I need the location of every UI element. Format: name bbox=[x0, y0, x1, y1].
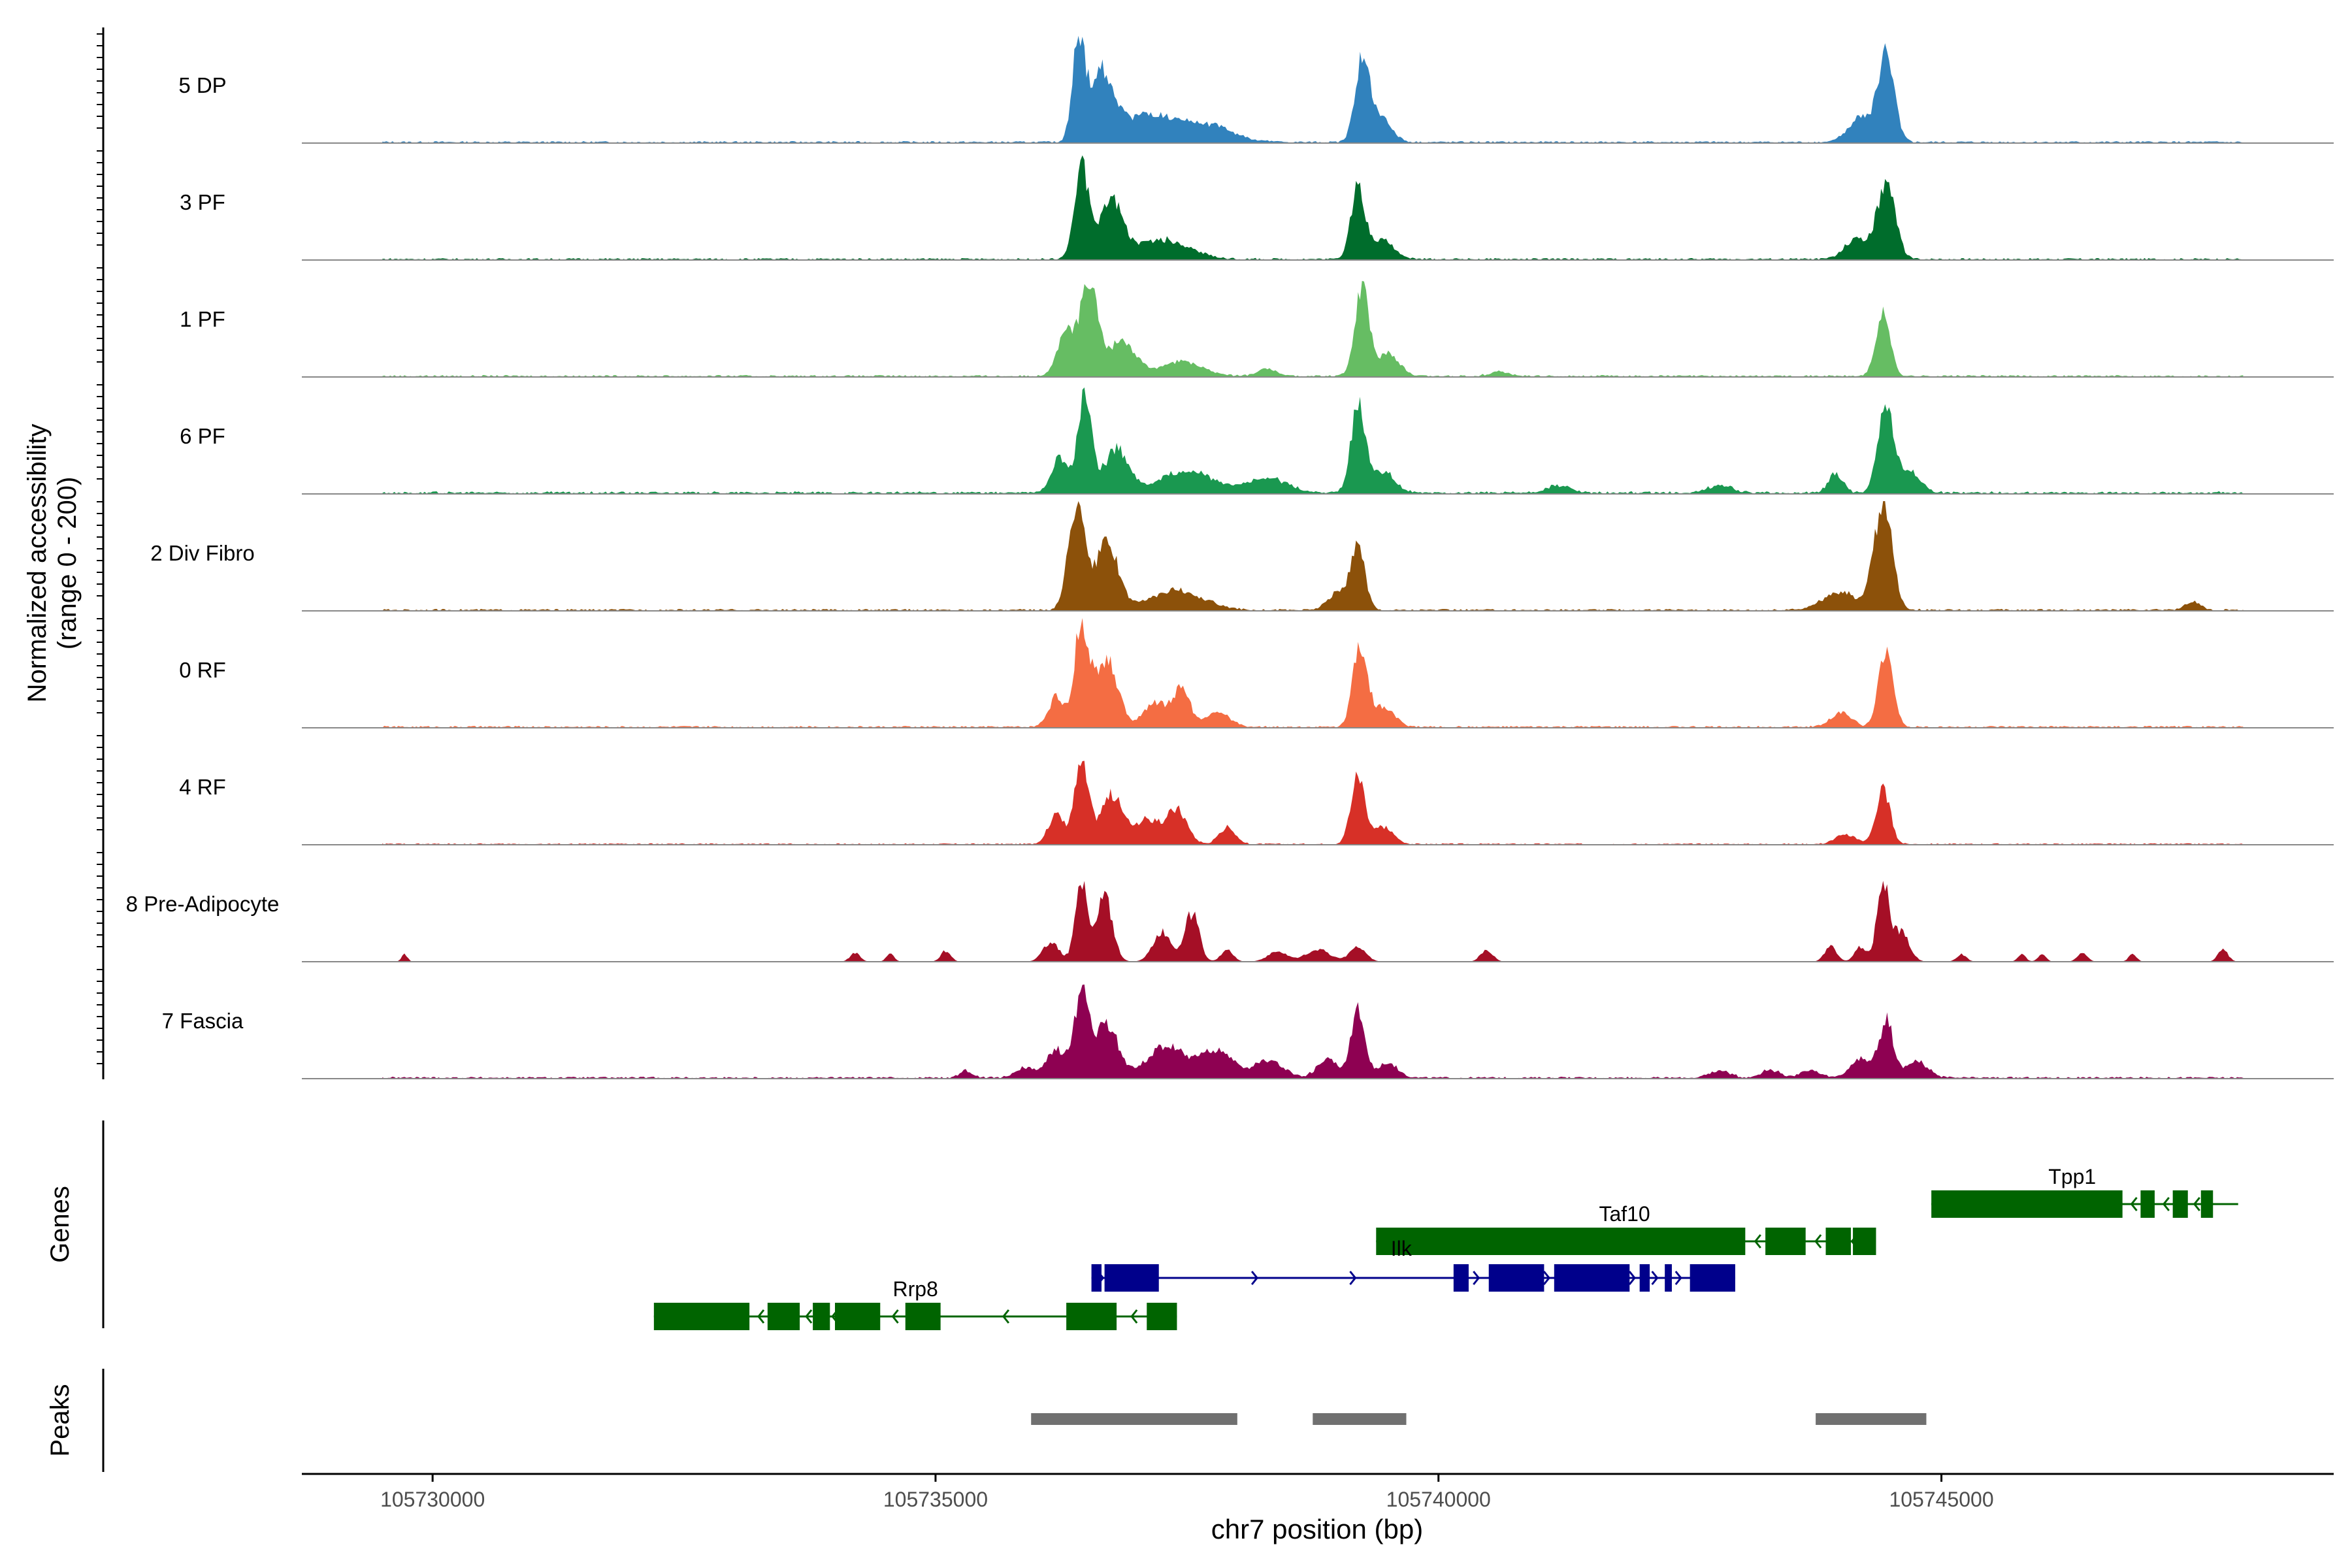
track-label: 8 Pre-Adipocyte bbox=[126, 892, 280, 916]
strand-arrow bbox=[1628, 1271, 1636, 1285]
peak-region bbox=[1816, 1413, 1927, 1425]
gene-exon bbox=[905, 1303, 941, 1330]
x-tick-label: 105730000 bbox=[380, 1488, 485, 1511]
gene-label: Taf10 bbox=[1599, 1202, 1650, 1226]
gene-exon bbox=[767, 1303, 800, 1330]
track-2-div-fibro bbox=[302, 501, 2334, 612]
track-label: 0 RF bbox=[179, 658, 226, 682]
gene-taf10: Taf10 bbox=[1376, 1202, 1876, 1255]
track-labels: 5 DP 3 PF 1 PF 6 PF 2 Div Fibro 0 RF 4 RF 8 Pre… bbox=[126, 73, 280, 1033]
strand-arrow bbox=[2193, 1197, 2200, 1211]
gene-exon bbox=[1665, 1264, 1672, 1292]
gene-exon bbox=[1765, 1228, 1806, 1255]
gene-exon bbox=[1104, 1264, 1159, 1292]
gene-exon bbox=[653, 1303, 750, 1330]
gene-exon bbox=[1931, 1190, 2123, 1218]
strand-arrow bbox=[1651, 1271, 1659, 1285]
strand-arrow bbox=[891, 1309, 899, 1324]
genes-track-label: Genes bbox=[46, 1186, 74, 1263]
gene-exon bbox=[1376, 1228, 1746, 1255]
gene-exon bbox=[2200, 1190, 2213, 1218]
coverage-area bbox=[382, 35, 2244, 144]
gene-label: Ilk bbox=[1391, 1237, 1413, 1260]
peak-region bbox=[1313, 1413, 1407, 1425]
strand-arrow bbox=[1349, 1271, 1357, 1285]
gene-exon bbox=[834, 1303, 881, 1330]
coverage-area bbox=[382, 155, 2244, 260]
track-label: 5 DP bbox=[178, 73, 226, 97]
track-8-pre-adipocyte bbox=[302, 881, 2334, 962]
coverage-area bbox=[382, 618, 2244, 728]
strand-arrow bbox=[805, 1309, 813, 1324]
gene-exon bbox=[2172, 1190, 2188, 1218]
strand-arrow bbox=[757, 1309, 765, 1324]
gene-exon bbox=[1825, 1228, 1851, 1255]
gene-ilk: Ilk bbox=[1091, 1237, 1735, 1292]
track-label: 7 Fascia bbox=[162, 1009, 244, 1033]
track-7-fascia bbox=[302, 984, 2334, 1079]
strand-arrow bbox=[1754, 1234, 1761, 1249]
y-axis-label-line1: Normalized accessibility bbox=[23, 424, 52, 703]
strand-arrow bbox=[2162, 1197, 2170, 1211]
track-1-pf bbox=[302, 281, 2334, 378]
track-label: 3 PF bbox=[180, 190, 225, 214]
x-axis-label: chr7 position (bp) bbox=[1211, 1514, 1424, 1544]
x-tick-label: 105740000 bbox=[1386, 1488, 1491, 1511]
genes-track: Tpp1 Taf10 Ilk Rrp8 bbox=[653, 1165, 2238, 1330]
strand-arrow bbox=[1130, 1309, 1138, 1324]
gene-label: Rrp8 bbox=[892, 1277, 938, 1301]
gene-exon bbox=[1147, 1303, 1177, 1330]
track-label: 1 PF bbox=[180, 307, 225, 331]
coverage-area bbox=[382, 881, 2244, 962]
coverage-area bbox=[382, 387, 2244, 494]
track-3-pf bbox=[302, 155, 2334, 261]
gene-exon bbox=[1690, 1264, 1735, 1292]
peaks-track bbox=[1031, 1413, 1927, 1425]
gene-ttp1: Tpp1 bbox=[1931, 1165, 2238, 1218]
track-4-rf bbox=[302, 760, 2334, 845]
track-label: 2 Div Fibro bbox=[150, 541, 255, 565]
gene-label: Tpp1 bbox=[2048, 1165, 2096, 1188]
left-axis bbox=[97, 27, 105, 1079]
y-axis-label-line2: (range 0 - 200) bbox=[53, 477, 82, 650]
gene-exon bbox=[1488, 1264, 1544, 1292]
coverage-tracks bbox=[302, 35, 2334, 1079]
strand-arrow bbox=[1674, 1271, 1682, 1285]
track-label: 4 RF bbox=[179, 775, 226, 799]
strand-arrow bbox=[1473, 1271, 1480, 1285]
coverage-area bbox=[382, 984, 2244, 1079]
x-axis: 105730000 105735000 105740000 105745000 bbox=[302, 1473, 2334, 1511]
gene-exon bbox=[1091, 1264, 1102, 1292]
x-tick-label: 105745000 bbox=[1889, 1488, 1993, 1511]
gene-exon bbox=[1066, 1303, 1117, 1330]
peaks-track-label: Peaks bbox=[46, 1384, 74, 1456]
gene-exon bbox=[1639, 1264, 1650, 1292]
gene-exon bbox=[1554, 1264, 1630, 1292]
x-tick-label: 105735000 bbox=[883, 1488, 988, 1511]
strand-arrow bbox=[1543, 1271, 1551, 1285]
track-6-pf bbox=[302, 387, 2334, 495]
strand-arrow bbox=[1250, 1271, 1259, 1285]
coverage-area bbox=[382, 281, 2244, 377]
track-label: 6 PF bbox=[180, 424, 225, 448]
track-5-dp bbox=[302, 35, 2334, 144]
strand-arrow bbox=[1814, 1234, 1822, 1249]
gene-rrp8: Rrp8 bbox=[653, 1277, 1177, 1330]
peak-region bbox=[1031, 1413, 1237, 1425]
track-0-rf bbox=[302, 618, 2334, 728]
coverage-area bbox=[382, 501, 2244, 611]
gene-exon bbox=[2140, 1190, 2155, 1218]
gene-exon bbox=[1453, 1264, 1469, 1292]
strand-arrow bbox=[1002, 1309, 1010, 1324]
gene-exon bbox=[1853, 1228, 1876, 1255]
strand-arrow bbox=[2130, 1197, 2138, 1211]
coverage-area bbox=[382, 760, 2244, 845]
gene-exon bbox=[813, 1303, 830, 1330]
